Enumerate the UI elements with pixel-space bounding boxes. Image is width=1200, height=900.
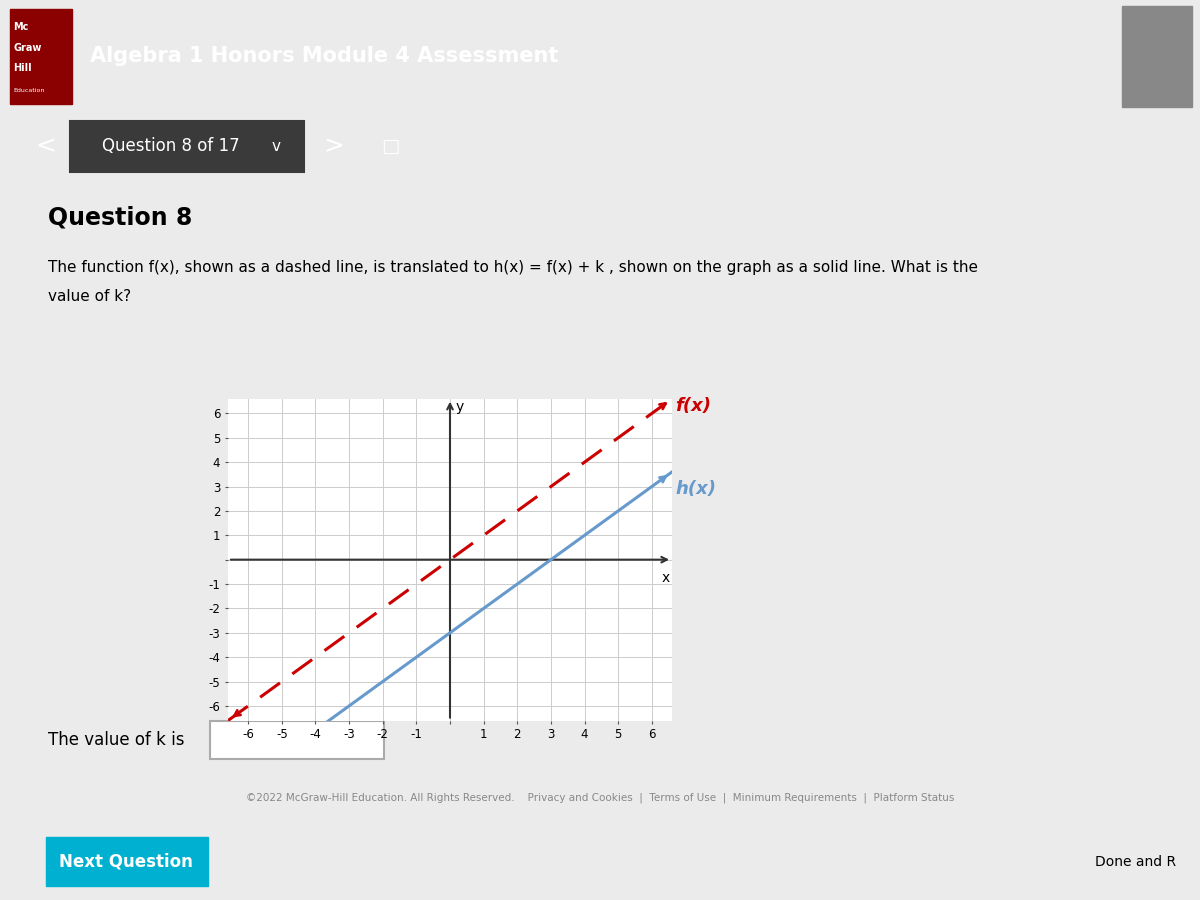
Text: v: v: [271, 139, 281, 154]
Text: Question 8 of 17: Question 8 of 17: [102, 137, 239, 155]
Text: Question 8: Question 8: [48, 206, 192, 230]
Text: The function f(x), shown as a dashed line, is translated to h(x) = f(x) + k , sh: The function f(x), shown as a dashed lin…: [48, 260, 978, 275]
Bar: [1122, 5, 1192, 107]
Bar: [46, 837, 208, 886]
Text: x: x: [662, 571, 671, 585]
Text: f(x): f(x): [676, 397, 712, 415]
Text: h(x): h(x): [676, 480, 716, 498]
Bar: [70, 121, 304, 172]
Text: Algebra 1 Honors Module 4 Assessment: Algebra 1 Honors Module 4 Assessment: [90, 46, 558, 67]
Text: □: □: [380, 137, 400, 156]
Bar: [10, 9, 72, 104]
Text: <: <: [35, 134, 56, 158]
Text: The value of k is: The value of k is: [48, 731, 185, 749]
Text: Next Question: Next Question: [59, 853, 193, 871]
Text: value of k?: value of k?: [48, 290, 131, 304]
Text: Mc: Mc: [13, 22, 29, 32]
Text: >: >: [323, 134, 344, 158]
Text: Graw: Graw: [13, 42, 42, 53]
Text: y: y: [456, 400, 464, 414]
Text: ©2022 McGraw-Hill Education. All Rights Reserved.    Privacy and Cookies  |  Ter: ©2022 McGraw-Hill Education. All Rights …: [246, 793, 954, 803]
Text: Education: Education: [13, 88, 44, 93]
Bar: [210, 721, 384, 759]
Text: Hill: Hill: [13, 63, 32, 73]
Text: Done and R: Done and R: [1094, 855, 1176, 868]
